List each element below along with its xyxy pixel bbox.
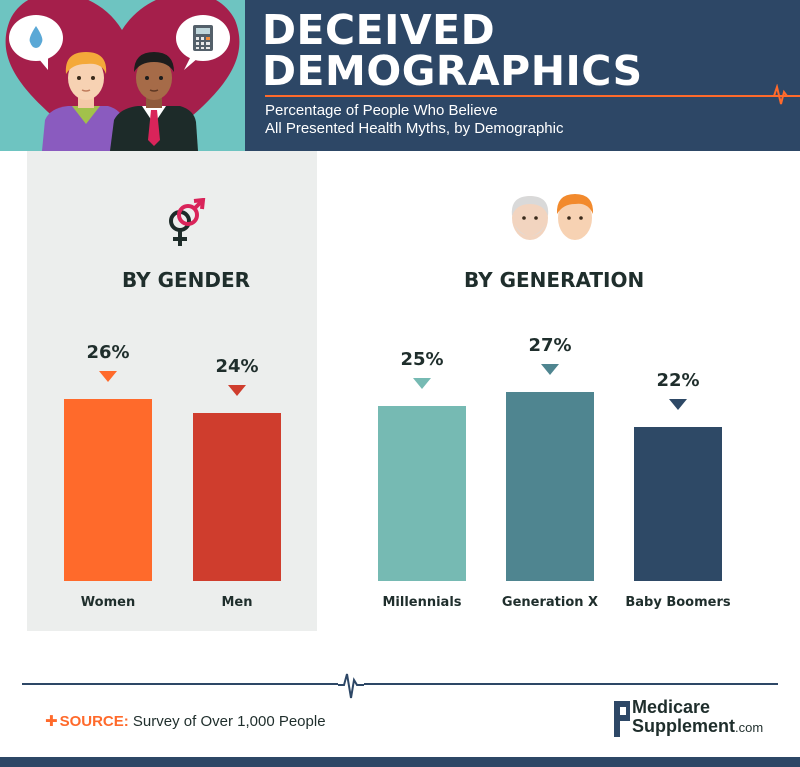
water-drop-icon xyxy=(29,26,43,48)
bar-category-label: Baby Boomers xyxy=(625,595,731,610)
man-figure xyxy=(110,52,198,151)
header-banner: DECEIVED DEMOGRAPHICS Percentage of Peop… xyxy=(0,0,800,151)
footer-pulse-icon xyxy=(338,673,364,699)
value-pointer-icon xyxy=(541,364,559,375)
footer-divider xyxy=(22,683,778,685)
value-pointer-icon xyxy=(99,371,117,382)
logo-mark-icon xyxy=(614,701,630,737)
logo-line-1: Medicare xyxy=(632,697,711,717)
bar-women xyxy=(64,399,152,581)
bar-value-label: 27% xyxy=(528,335,572,356)
value-pointer-icon xyxy=(413,378,431,389)
gender-chart-title: BY GENDER xyxy=(122,268,251,292)
source-text: Survey of Over 1,000 People xyxy=(132,713,326,730)
calculator-icon xyxy=(193,25,213,51)
heart-illustration xyxy=(5,0,240,151)
brand-logo: Medicare Supplement.com xyxy=(612,698,782,740)
logo-text: Medicare Supplement.com xyxy=(632,698,763,737)
subtitle-line-2: All Presented Health Myths, by Demograph… xyxy=(265,120,564,137)
bar-value-label: 25% xyxy=(400,349,444,370)
bar-generation-x xyxy=(506,392,594,581)
elderly-face xyxy=(511,196,549,240)
header-illustration xyxy=(0,0,245,151)
title-line-1: DECEIVED xyxy=(262,6,496,54)
title-divider xyxy=(265,95,800,97)
woman-figure xyxy=(42,52,126,151)
page-title: DECEIVED DEMOGRAPHICS xyxy=(262,10,643,92)
bar-category-label: Women xyxy=(80,595,136,610)
bar-category-label: Millennials xyxy=(382,595,462,610)
source-note: ✚ SOURCE: Survey of Over 1,000 People xyxy=(45,712,326,730)
water-drop-bubble xyxy=(9,15,63,70)
bar-category-label: Men xyxy=(221,595,253,610)
bar-value-label: 26% xyxy=(86,342,130,363)
faces-icon xyxy=(511,194,594,240)
logo-line-2: Supplement xyxy=(632,716,736,736)
source-label: SOURCE: xyxy=(59,713,129,730)
bar-category-label: Generation X xyxy=(501,595,599,610)
bar-millennials xyxy=(378,406,466,581)
value-pointer-icon xyxy=(228,385,246,396)
bar-value-label: 22% xyxy=(656,370,700,391)
bar-baby-boomers xyxy=(634,427,722,581)
calculator-bubble xyxy=(176,15,230,70)
generation-chart-title: BY GENERATION xyxy=(464,268,645,292)
young-face xyxy=(556,194,594,240)
pulse-icon xyxy=(768,84,794,105)
bar-men xyxy=(193,413,281,581)
subtitle-line-1: Percentage of People Who Believe xyxy=(265,102,498,119)
source-marker-icon: ✚ xyxy=(45,713,58,730)
logo-domain: .com xyxy=(735,720,764,735)
bottom-band xyxy=(0,757,800,767)
bar-value-label: 24% xyxy=(215,356,259,377)
gender-symbol-icon xyxy=(169,198,206,246)
value-pointer-icon xyxy=(669,399,687,410)
page-subtitle: Percentage of People Who Believe All Pre… xyxy=(265,102,563,138)
title-line-2: DEMOGRAPHICS xyxy=(262,47,643,95)
